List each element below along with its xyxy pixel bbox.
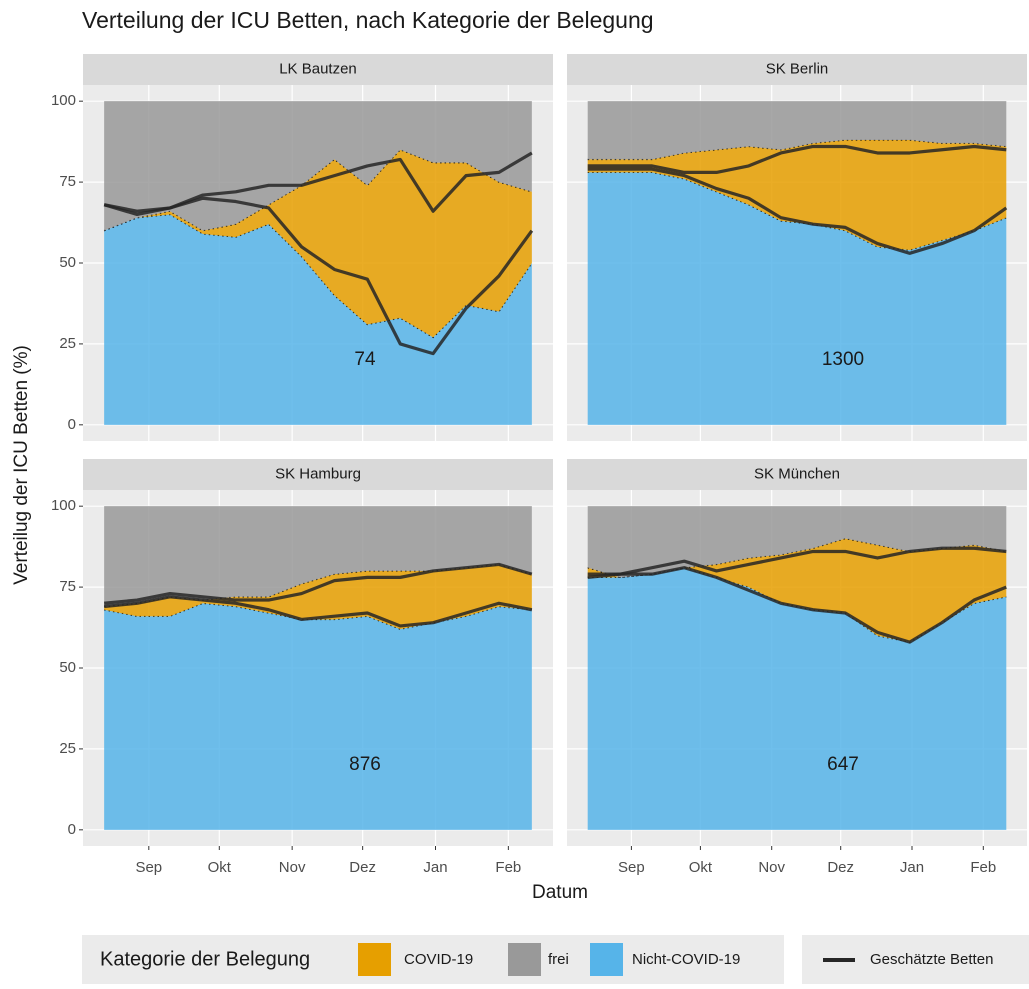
area-nicht-covid-19 (587, 567, 1007, 830)
estimate-line (587, 566, 1007, 644)
chart-title: Verteilung der ICU Betten, nach Kategori… (82, 7, 654, 33)
x-tick-label: Okt (689, 859, 713, 876)
estimate-line (587, 144, 1007, 174)
annotation: 647 (827, 754, 859, 775)
legend-title: Kategorie der Belegung (100, 948, 310, 970)
x-tick-label: Dez (827, 859, 854, 876)
x-tick-label: Okt (208, 859, 232, 876)
estimate-line (103, 562, 533, 605)
legend-label: Geschätzte Betten (870, 951, 993, 968)
legend-key (590, 943, 623, 976)
area-frei (587, 101, 1007, 160)
y-tick-label: 25 (59, 740, 76, 757)
strip (567, 459, 1027, 490)
area-nicht-covid-19 (104, 603, 532, 830)
y-tick-label: 50 (59, 254, 76, 271)
area-frei (587, 506, 1007, 578)
legend-key (358, 943, 391, 976)
x-tick-label: Nov (279, 859, 306, 876)
x-tick-label: Sep (135, 859, 162, 876)
strip-label: LK Bautzen (279, 60, 357, 77)
area-nicht-covid-19 (104, 214, 532, 425)
strip (567, 54, 1027, 85)
legend-label: COVID-19 (404, 951, 473, 968)
y-tick-label: 50 (59, 659, 76, 676)
y-tick-label: 100 (51, 92, 76, 109)
y-axis-title: Verteilug der ICU Betten (%) (11, 345, 32, 585)
legend-key (508, 943, 541, 976)
x-tick-label: Nov (758, 859, 785, 876)
y-tick-label: 75 (59, 173, 76, 190)
strip (83, 54, 553, 85)
area-frei (104, 506, 532, 607)
strip-label: SK München (754, 465, 840, 482)
legend-label: frei (548, 951, 569, 968)
y-tick-label: 100 (51, 497, 76, 514)
x-tick-label: Feb (495, 859, 521, 876)
area-covid-19 (587, 140, 1007, 251)
area-covid-19 (104, 564, 532, 630)
estimate-line (587, 167, 1008, 255)
x-tick-label: Jan (423, 859, 447, 876)
legend-box (82, 935, 784, 984)
x-axis-title: Datum (532, 882, 588, 903)
y-tick-label: 0 (68, 416, 76, 433)
y-tick-label: 75 (59, 578, 76, 595)
annotation: 1300 (822, 349, 864, 370)
estimate-line (103, 595, 533, 628)
annotation: 876 (349, 754, 381, 775)
annotation: 74 (354, 349, 376, 370)
strip-label: SK Hamburg (275, 465, 361, 482)
estimate-line (587, 546, 1007, 576)
legend-label: Nicht-COVID-19 (632, 951, 740, 968)
x-tick-label: Sep (618, 859, 645, 876)
x-tick-label: Jan (900, 859, 924, 876)
strip-label: SK Berlin (766, 60, 829, 77)
strip (83, 459, 553, 490)
area-covid-19 (587, 538, 1007, 643)
y-tick-label: 25 (59, 335, 76, 352)
x-tick-label: Feb (970, 859, 996, 876)
estimate-line (103, 151, 533, 213)
area-nicht-covid-19 (587, 172, 1007, 425)
y-tick-label: 0 (68, 821, 76, 838)
x-tick-label: Dez (349, 859, 376, 876)
